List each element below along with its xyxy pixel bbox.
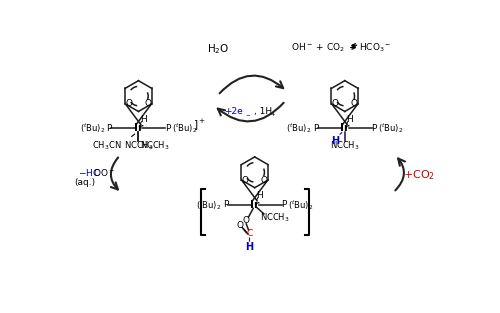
- Text: OO$^-$: OO$^-$: [93, 167, 115, 178]
- Text: Ir: Ir: [340, 123, 349, 133]
- Text: ($^t$Bu)$_2$: ($^t$Bu)$_2$: [196, 198, 221, 212]
- Text: , 1H: , 1H: [254, 107, 272, 116]
- Text: H: H: [140, 115, 146, 124]
- Text: $^-$: $^-$: [244, 111, 251, 121]
- Text: +CO$_2$: +CO$_2$: [404, 168, 436, 182]
- Text: ($^t$Bu)$_2$: ($^t$Bu)$_2$: [172, 121, 198, 135]
- Text: O: O: [242, 176, 248, 184]
- Text: O: O: [236, 221, 244, 230]
- Text: ($^t$Bu)$_2$: ($^t$Bu)$_2$: [288, 198, 314, 212]
- Text: C: C: [246, 229, 252, 239]
- Text: P: P: [223, 200, 228, 209]
- Text: NCCH$_3$: NCCH$_3$: [140, 139, 170, 151]
- Text: H$_2$O: H$_2$O: [206, 42, 229, 56]
- Text: P: P: [372, 124, 376, 133]
- Text: O: O: [332, 99, 339, 108]
- Text: HCO$_3$$^-$: HCO$_3$$^-$: [358, 41, 391, 54]
- Text: O: O: [144, 99, 152, 108]
- Text: +2e: +2e: [224, 107, 242, 116]
- Text: (aq.): (aq.): [74, 178, 95, 187]
- Text: NCCH$_3$: NCCH$_3$: [330, 139, 360, 151]
- Text: P: P: [313, 124, 318, 133]
- Text: O: O: [126, 99, 132, 108]
- Text: Ir: Ir: [134, 123, 143, 133]
- Text: ($^t$Bu)$_2$: ($^t$Bu)$_2$: [286, 121, 312, 135]
- Text: $-$HC: $-$HC: [78, 167, 100, 178]
- Text: ($^t$Bu)$_2$: ($^t$Bu)$_2$: [378, 121, 404, 135]
- Text: P: P: [165, 124, 170, 133]
- Text: ($^t$Bu)$_2$: ($^t$Bu)$_2$: [80, 121, 105, 135]
- Text: ]$^+$: ]$^+$: [193, 117, 205, 132]
- Text: H: H: [332, 136, 340, 146]
- Text: H: H: [346, 115, 353, 124]
- Text: P: P: [282, 200, 286, 209]
- Text: O: O: [260, 176, 268, 184]
- Text: NCCH$_3$: NCCH$_3$: [124, 139, 154, 151]
- Text: OH$^-$ + CO$_2$: OH$^-$ + CO$_2$: [291, 41, 345, 54]
- Text: H: H: [246, 242, 254, 252]
- Text: CH$_3$CN: CH$_3$CN: [92, 139, 122, 151]
- Text: O: O: [242, 216, 250, 225]
- Text: O: O: [351, 99, 358, 108]
- Text: $^+$: $^+$: [270, 111, 276, 121]
- Text: NCCH$_3$: NCCH$_3$: [260, 212, 290, 224]
- Text: P: P: [106, 124, 112, 133]
- Text: Ir: Ir: [250, 200, 260, 210]
- Text: H: H: [256, 191, 262, 200]
